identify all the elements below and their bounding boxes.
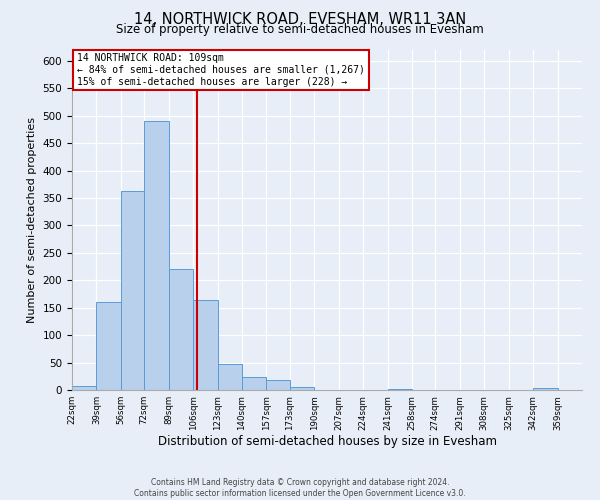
Bar: [72, 386, 97, 390]
Bar: [144, 122, 169, 390]
Y-axis label: Number of semi-detached properties: Number of semi-detached properties: [27, 117, 37, 323]
Bar: [97, 302, 121, 390]
Bar: [121, 191, 144, 390]
Text: 14, NORTHWICK ROAD, EVESHAM, WR11 3AN: 14, NORTHWICK ROAD, EVESHAM, WR11 3AN: [134, 12, 466, 28]
Bar: [266, 380, 290, 390]
Bar: [193, 300, 218, 390]
Bar: [388, 389, 412, 390]
Bar: [169, 270, 193, 390]
Bar: [290, 386, 314, 390]
Bar: [242, 378, 266, 390]
Bar: [533, 388, 557, 390]
X-axis label: Distribution of semi-detached houses by size in Evesham: Distribution of semi-detached houses by …: [157, 436, 497, 448]
Text: Contains HM Land Registry data © Crown copyright and database right 2024.
Contai: Contains HM Land Registry data © Crown c…: [134, 478, 466, 498]
Text: 14 NORTHWICK ROAD: 109sqm
← 84% of semi-detached houses are smaller (1,267)
15% : 14 NORTHWICK ROAD: 109sqm ← 84% of semi-…: [77, 54, 365, 86]
Bar: [218, 364, 242, 390]
Text: Size of property relative to semi-detached houses in Evesham: Size of property relative to semi-detach…: [116, 22, 484, 36]
